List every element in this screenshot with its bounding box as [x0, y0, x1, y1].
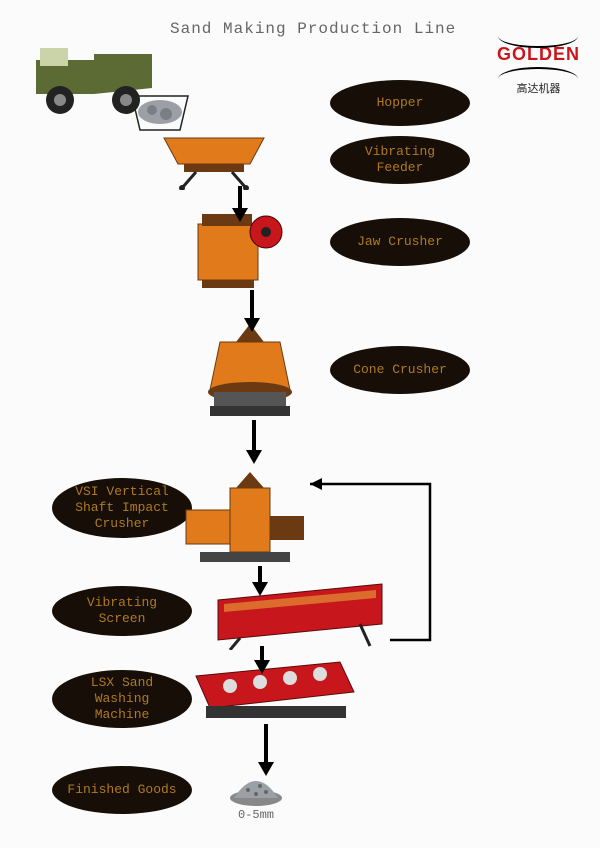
flow-arrow-4: [250, 646, 274, 679]
output-size-caption: 0-5mm: [238, 808, 274, 822]
bubble-lsx: LSX Sand Washing Machine: [52, 670, 192, 728]
bubble-vib-screen: Vibrating Screen: [52, 586, 192, 636]
bubble-vib-feeder: Vibrating Feeder: [330, 136, 470, 184]
machine-washer-icon: [190, 658, 360, 724]
page-title: Sand Making Production Line: [170, 20, 456, 38]
machine-vsi-m-icon: [180, 470, 310, 566]
bubble-jaw-crusher: Jaw Crusher: [330, 218, 470, 266]
flow-arrow-1: [240, 290, 264, 337]
flow-arrow-5: [254, 724, 278, 781]
bubble-hopper: Hopper: [330, 80, 470, 126]
brand-logo: GOLDEN 高达机器: [497, 36, 580, 96]
bubble-vsi: VSI Vertical Shaft Impact Crusher: [52, 478, 192, 538]
bubble-cone-crusher: Cone Crusher: [330, 346, 470, 394]
flow-arrow-3: [248, 566, 272, 601]
logo-arc-icon: [498, 67, 578, 79]
machine-feeder-icon: [154, 130, 274, 190]
bubble-finished: Finished Goods: [52, 766, 192, 814]
flow-arrow-2: [242, 420, 266, 469]
machine-screen-icon: [210, 580, 390, 650]
machine-rocks-icon: [130, 94, 190, 132]
flow-arrow-0: [228, 186, 252, 227]
logo-subtitle: 高达机器: [497, 80, 580, 96]
